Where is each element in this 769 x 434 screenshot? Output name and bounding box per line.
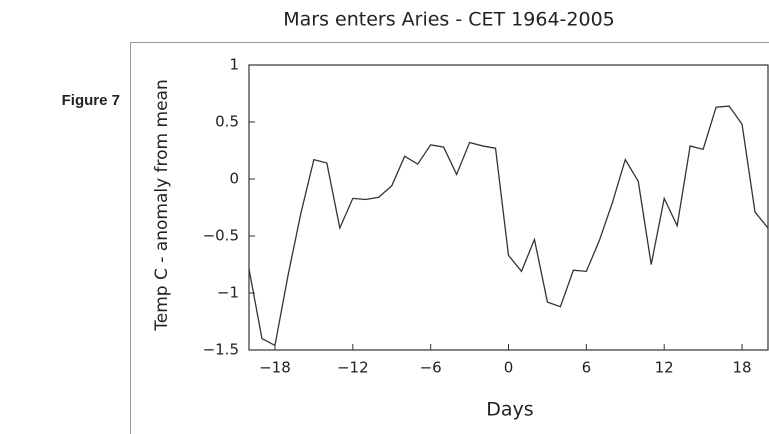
- y-tick-label: 0: [229, 170, 239, 188]
- x-tick-label: 18: [733, 359, 752, 377]
- x-tick-label: 12: [655, 359, 674, 377]
- y-tick-label: 0.5: [215, 113, 239, 131]
- chart-title: Mars enters Aries - CET 1964-2005: [283, 9, 615, 31]
- y-tick-label: 1: [229, 56, 239, 74]
- figure-label: Figure 7: [62, 92, 120, 109]
- x-tick-label: −6: [420, 359, 442, 377]
- x-tick-label: 0: [504, 359, 514, 377]
- x-tick-label: −12: [337, 359, 369, 377]
- y-tick-label: −1.5: [203, 341, 239, 359]
- y-axis-label: Temp C - anomaly from mean: [152, 79, 172, 331]
- data-line: [248, 105, 769, 347]
- x-tick-label: −18: [259, 359, 291, 377]
- figure-frame: [130, 42, 769, 434]
- plot-frame: [248, 64, 769, 351]
- y-tick-label: −1: [217, 284, 239, 302]
- x-tick-label: 6: [582, 359, 592, 377]
- y-tick-label: −0.5: [203, 227, 239, 245]
- x-axis-label: Days: [486, 399, 533, 421]
